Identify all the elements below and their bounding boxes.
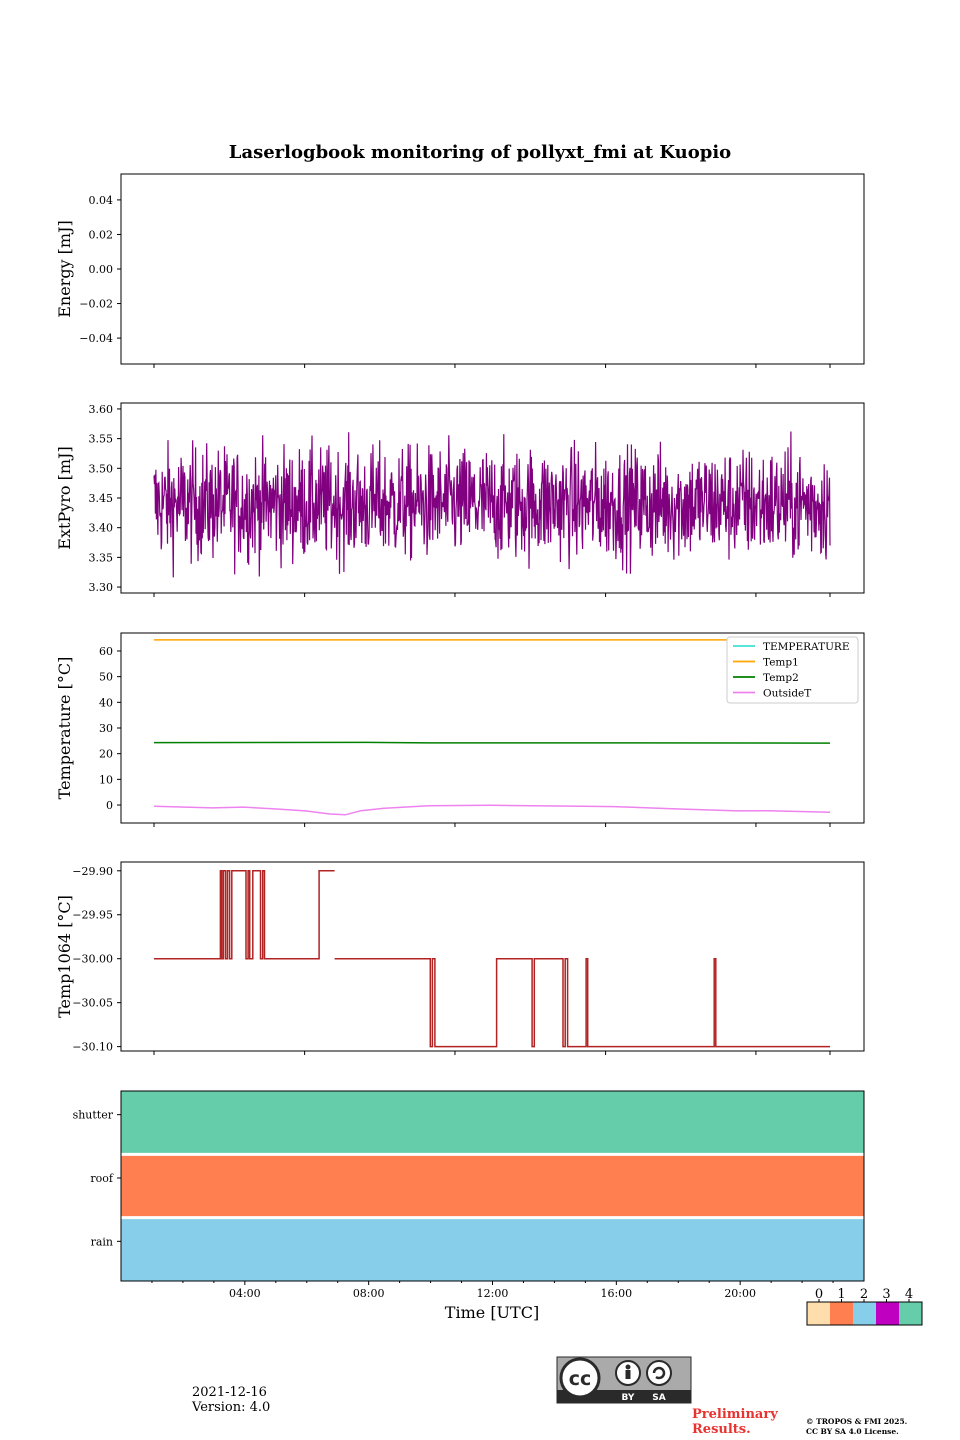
colorbar-swatch	[830, 1302, 853, 1325]
copyright-line2: CC BY SA 4.0 License.	[806, 1427, 899, 1436]
y-tick-label: 20	[99, 748, 113, 761]
colorbar-swatch	[853, 1302, 876, 1325]
status-band-shutter	[121, 1091, 864, 1155]
energy-frame	[120, 173, 865, 365]
y-axis-label: Temp1064 [°C]	[55, 895, 74, 1018]
y-tick-label: 0.00	[89, 263, 114, 276]
status-row-label: rain	[91, 1235, 113, 1248]
status-band-roof	[121, 1154, 864, 1218]
y-tick-label: 60	[99, 645, 113, 658]
date-label: 2021-12-16	[192, 1385, 267, 1400]
y-tick-label: 3.55	[89, 433, 114, 446]
extpyro-panel: 3.60 3.55 3.50 3.45 3.40 3.35 3.30 ExtPyro [mJ]	[55, 402, 865, 597]
preliminary-line2: Results.	[692, 1422, 751, 1437]
colorbar-swatch	[807, 1302, 830, 1325]
colorbar-tick-label: 4	[905, 1287, 913, 1302]
y-tick-label: 50	[99, 671, 113, 684]
y-tick-label: 3.40	[89, 522, 114, 535]
status-row-label: shutter	[73, 1109, 114, 1122]
x-axis-label: Time [UTC]	[445, 1303, 539, 1322]
y-tick-label: 3.35	[89, 551, 114, 564]
colorbar-tick-label: 1	[837, 1287, 845, 1302]
outsidet-line	[153, 804, 831, 816]
y-tick-label: −29.95	[72, 909, 113, 922]
legend-box	[726, 636, 859, 704]
cc-license-badge[interactable]: cc BY SA	[556, 1356, 692, 1404]
by-person-head	[625, 1364, 631, 1370]
legend-entry: OutsideT	[763, 688, 811, 700]
by-person-body	[625, 1370, 631, 1379]
x-tick-label: 04:00	[229, 1287, 261, 1300]
colorbar-tick-label: 0	[815, 1287, 823, 1302]
badge-sa-label: SA	[652, 1393, 665, 1403]
y-tick-label: 3.60	[89, 403, 114, 416]
legend-entry: Temp2	[763, 672, 799, 684]
colorbar-tick-label: 3	[882, 1287, 890, 1302]
sa-arrow-icon	[652, 1366, 666, 1380]
y-tick-label: 0.04	[89, 194, 114, 207]
y-tick-label: −29.90	[72, 865, 113, 878]
legend-entry: TEMPERATURE	[763, 641, 850, 653]
energy-panel: 0.04 0.02 0.00 −0.02 −0.04 Energy [mJ]	[55, 173, 865, 368]
x-tick-label: 12:00	[477, 1287, 509, 1300]
colorbar-swatch	[876, 1302, 899, 1325]
y-tick-label: −30.00	[72, 953, 113, 966]
status-band-rain	[121, 1217, 864, 1281]
copyright-line1: © TROPOS & FMI 2025.	[806, 1417, 907, 1426]
temp2-line	[153, 741, 831, 744]
y-tick-label: 30	[99, 722, 113, 735]
cc-icon-text: cc	[569, 1368, 592, 1390]
x-tick-label: 16:00	[600, 1287, 632, 1300]
preliminary-line1: Preliminary	[692, 1407, 778, 1422]
temp1064-line	[154, 870, 335, 960]
y-axis-label: ExtPyro [mJ]	[55, 446, 74, 549]
y-tick-label: 40	[99, 696, 113, 709]
extpyro-line	[153, 431, 831, 578]
legend: TEMPERATURE Temp1 Temp2 OutsideT	[726, 636, 859, 704]
version-label: Version: 4.0	[191, 1400, 270, 1415]
colorbar-swatch	[899, 1302, 922, 1325]
y-tick-label: 3.30	[89, 581, 114, 594]
y-axis-label: Energy [mJ]	[55, 220, 74, 318]
status-row-label: roof	[90, 1172, 114, 1185]
figure-title: Laserlogbook monitoring of pollyxt_fmi a…	[229, 142, 731, 163]
y-tick-label: −0.02	[79, 298, 113, 311]
status-panel: shutter roof rain 04:00 08:00 12:00 16:00 20:00…	[73, 1090, 865, 1322]
x-tick-label: 20:00	[724, 1287, 756, 1300]
y-axis-label: Temperature [°C]	[55, 657, 74, 800]
cc-circle-icon	[559, 1357, 601, 1399]
sa-share-icon	[646, 1360, 672, 1386]
temp1064-panel: −29.90 −29.95 −30.00 −30.05 −30.10 Temp1064 […	[55, 861, 865, 1055]
y-tick-label: 0.02	[89, 228, 114, 241]
x-tick-label: 08:00	[353, 1287, 385, 1300]
colorbar-tick-label: 2	[860, 1287, 868, 1302]
legend-entry: Temp1	[763, 657, 799, 669]
y-tick-label: 0	[106, 799, 113, 812]
temp1064-frame	[120, 861, 865, 1052]
y-tick-label: −0.04	[79, 332, 113, 345]
y-tick-label: 10	[99, 773, 113, 786]
y-tick-label: −30.05	[72, 997, 113, 1010]
badge-by-label: BY	[622, 1393, 635, 1403]
y-tick-label: −30.10	[72, 1041, 113, 1054]
temperature-panel: 60 50 40 30 20 10 0 Temperature [°C] TEMPERATURE…	[55, 632, 865, 827]
y-tick-label: 3.45	[89, 492, 114, 505]
temp1064-line	[334, 957, 830, 1048]
y-tick-label: 3.50	[89, 462, 114, 475]
